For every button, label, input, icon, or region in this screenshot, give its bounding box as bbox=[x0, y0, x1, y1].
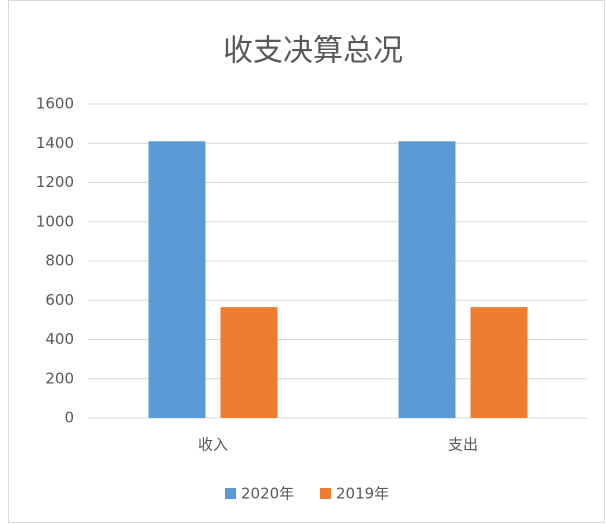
x-tick-label: 收入 bbox=[198, 436, 228, 454]
legend-swatch bbox=[320, 488, 331, 499]
y-tick-label: 200 bbox=[45, 369, 74, 387]
legend-label: 2020年 bbox=[241, 485, 294, 503]
y-tick-label: 800 bbox=[45, 252, 74, 270]
y-tick-label: 1200 bbox=[36, 173, 74, 191]
y-tick-label: 1000 bbox=[36, 212, 74, 230]
bar bbox=[220, 307, 278, 418]
y-tick-label: 600 bbox=[45, 291, 74, 309]
y-tick-label: 0 bbox=[64, 409, 74, 427]
bar bbox=[398, 141, 456, 418]
y-tick-label: 1400 bbox=[36, 134, 74, 152]
x-tick-label: 支出 bbox=[448, 436, 478, 454]
bar bbox=[148, 141, 206, 418]
chart-title: 收支决算总况 bbox=[223, 34, 403, 69]
legend-label: 2019年 bbox=[336, 485, 389, 503]
y-tick-label: 400 bbox=[45, 330, 74, 348]
bar bbox=[470, 307, 528, 418]
y-tick-label: 1600 bbox=[36, 95, 74, 113]
legend-swatch bbox=[225, 488, 236, 499]
